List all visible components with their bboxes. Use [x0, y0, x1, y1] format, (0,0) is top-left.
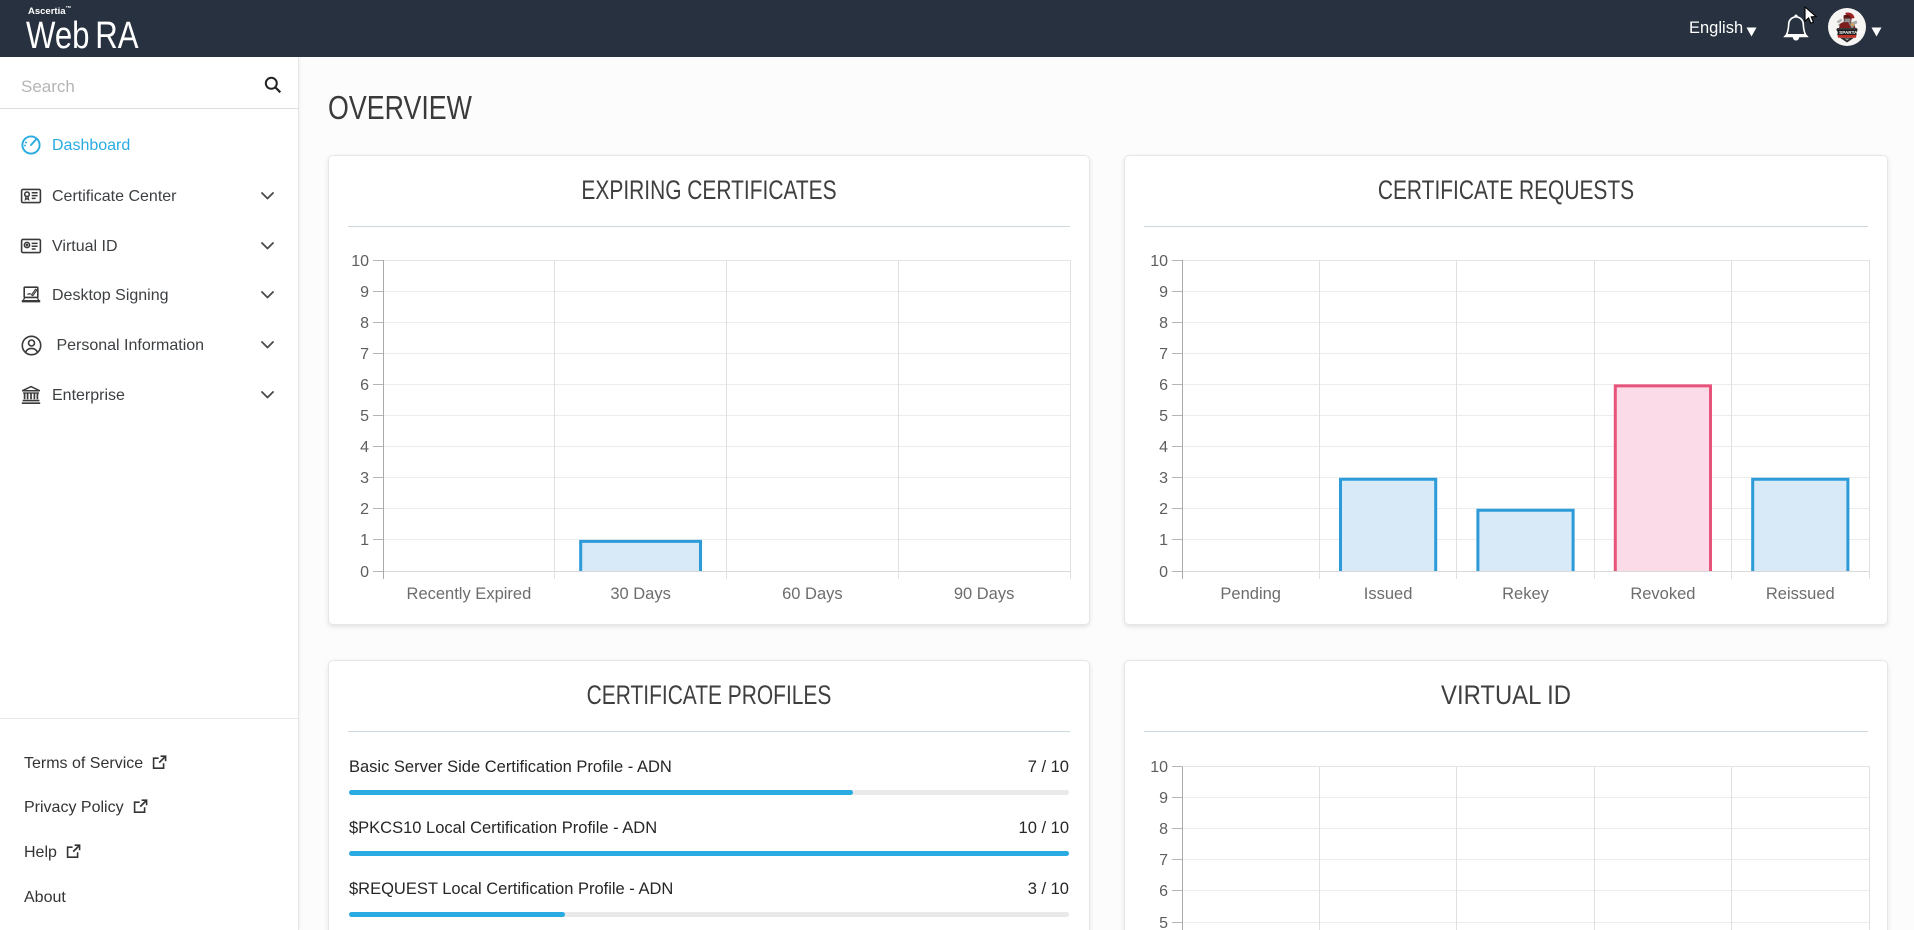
svg-text:9: 9 [1159, 284, 1168, 301]
svg-text:4: 4 [360, 439, 369, 456]
svg-text:5: 5 [1159, 915, 1168, 930]
svg-text:9: 9 [1159, 790, 1168, 807]
svg-text:60 Days: 60 Days [782, 585, 843, 603]
svg-text:90 Days: 90 Days [954, 585, 1015, 603]
svg-text:7: 7 [360, 346, 369, 363]
svg-text:Issued: Issued [1364, 585, 1413, 603]
svg-text:5: 5 [1159, 408, 1168, 425]
svg-text:0: 0 [1159, 564, 1168, 581]
svg-text:8: 8 [360, 315, 369, 332]
svg-text:10: 10 [351, 253, 369, 270]
svg-text:1: 1 [1159, 532, 1168, 549]
svg-text:7: 7 [1159, 852, 1168, 869]
svg-text:10: 10 [1150, 253, 1168, 270]
svg-text:1: 1 [360, 532, 369, 549]
svg-text:Pending: Pending [1220, 585, 1281, 603]
svg-text:300 SPARTANS: 300 SPARTANS [1830, 30, 1864, 35]
svg-text:Revoked: Revoked [1630, 585, 1695, 603]
svg-text:4: 4 [1159, 439, 1168, 456]
svg-text:Recently Expired: Recently Expired [407, 585, 532, 603]
svg-text:3: 3 [1159, 470, 1168, 487]
svg-text:2: 2 [360, 501, 369, 518]
svg-text:10: 10 [1150, 759, 1168, 776]
svg-text:6: 6 [1159, 883, 1168, 900]
svg-text:30 Days: 30 Days [610, 585, 671, 603]
svg-text:Reissued: Reissued [1766, 585, 1835, 603]
svg-text:2: 2 [1159, 501, 1168, 518]
svg-text:6: 6 [1159, 377, 1168, 394]
svg-text:7: 7 [1159, 346, 1168, 363]
svg-text:8: 8 [1159, 315, 1168, 332]
svg-text:8: 8 [1159, 821, 1168, 838]
svg-text:3: 3 [360, 470, 369, 487]
svg-text:5: 5 [360, 408, 369, 425]
svg-text:6: 6 [360, 377, 369, 394]
svg-text:9: 9 [360, 284, 369, 301]
svg-text:0: 0 [360, 564, 369, 581]
svg-text:Rekey: Rekey [1502, 585, 1550, 603]
